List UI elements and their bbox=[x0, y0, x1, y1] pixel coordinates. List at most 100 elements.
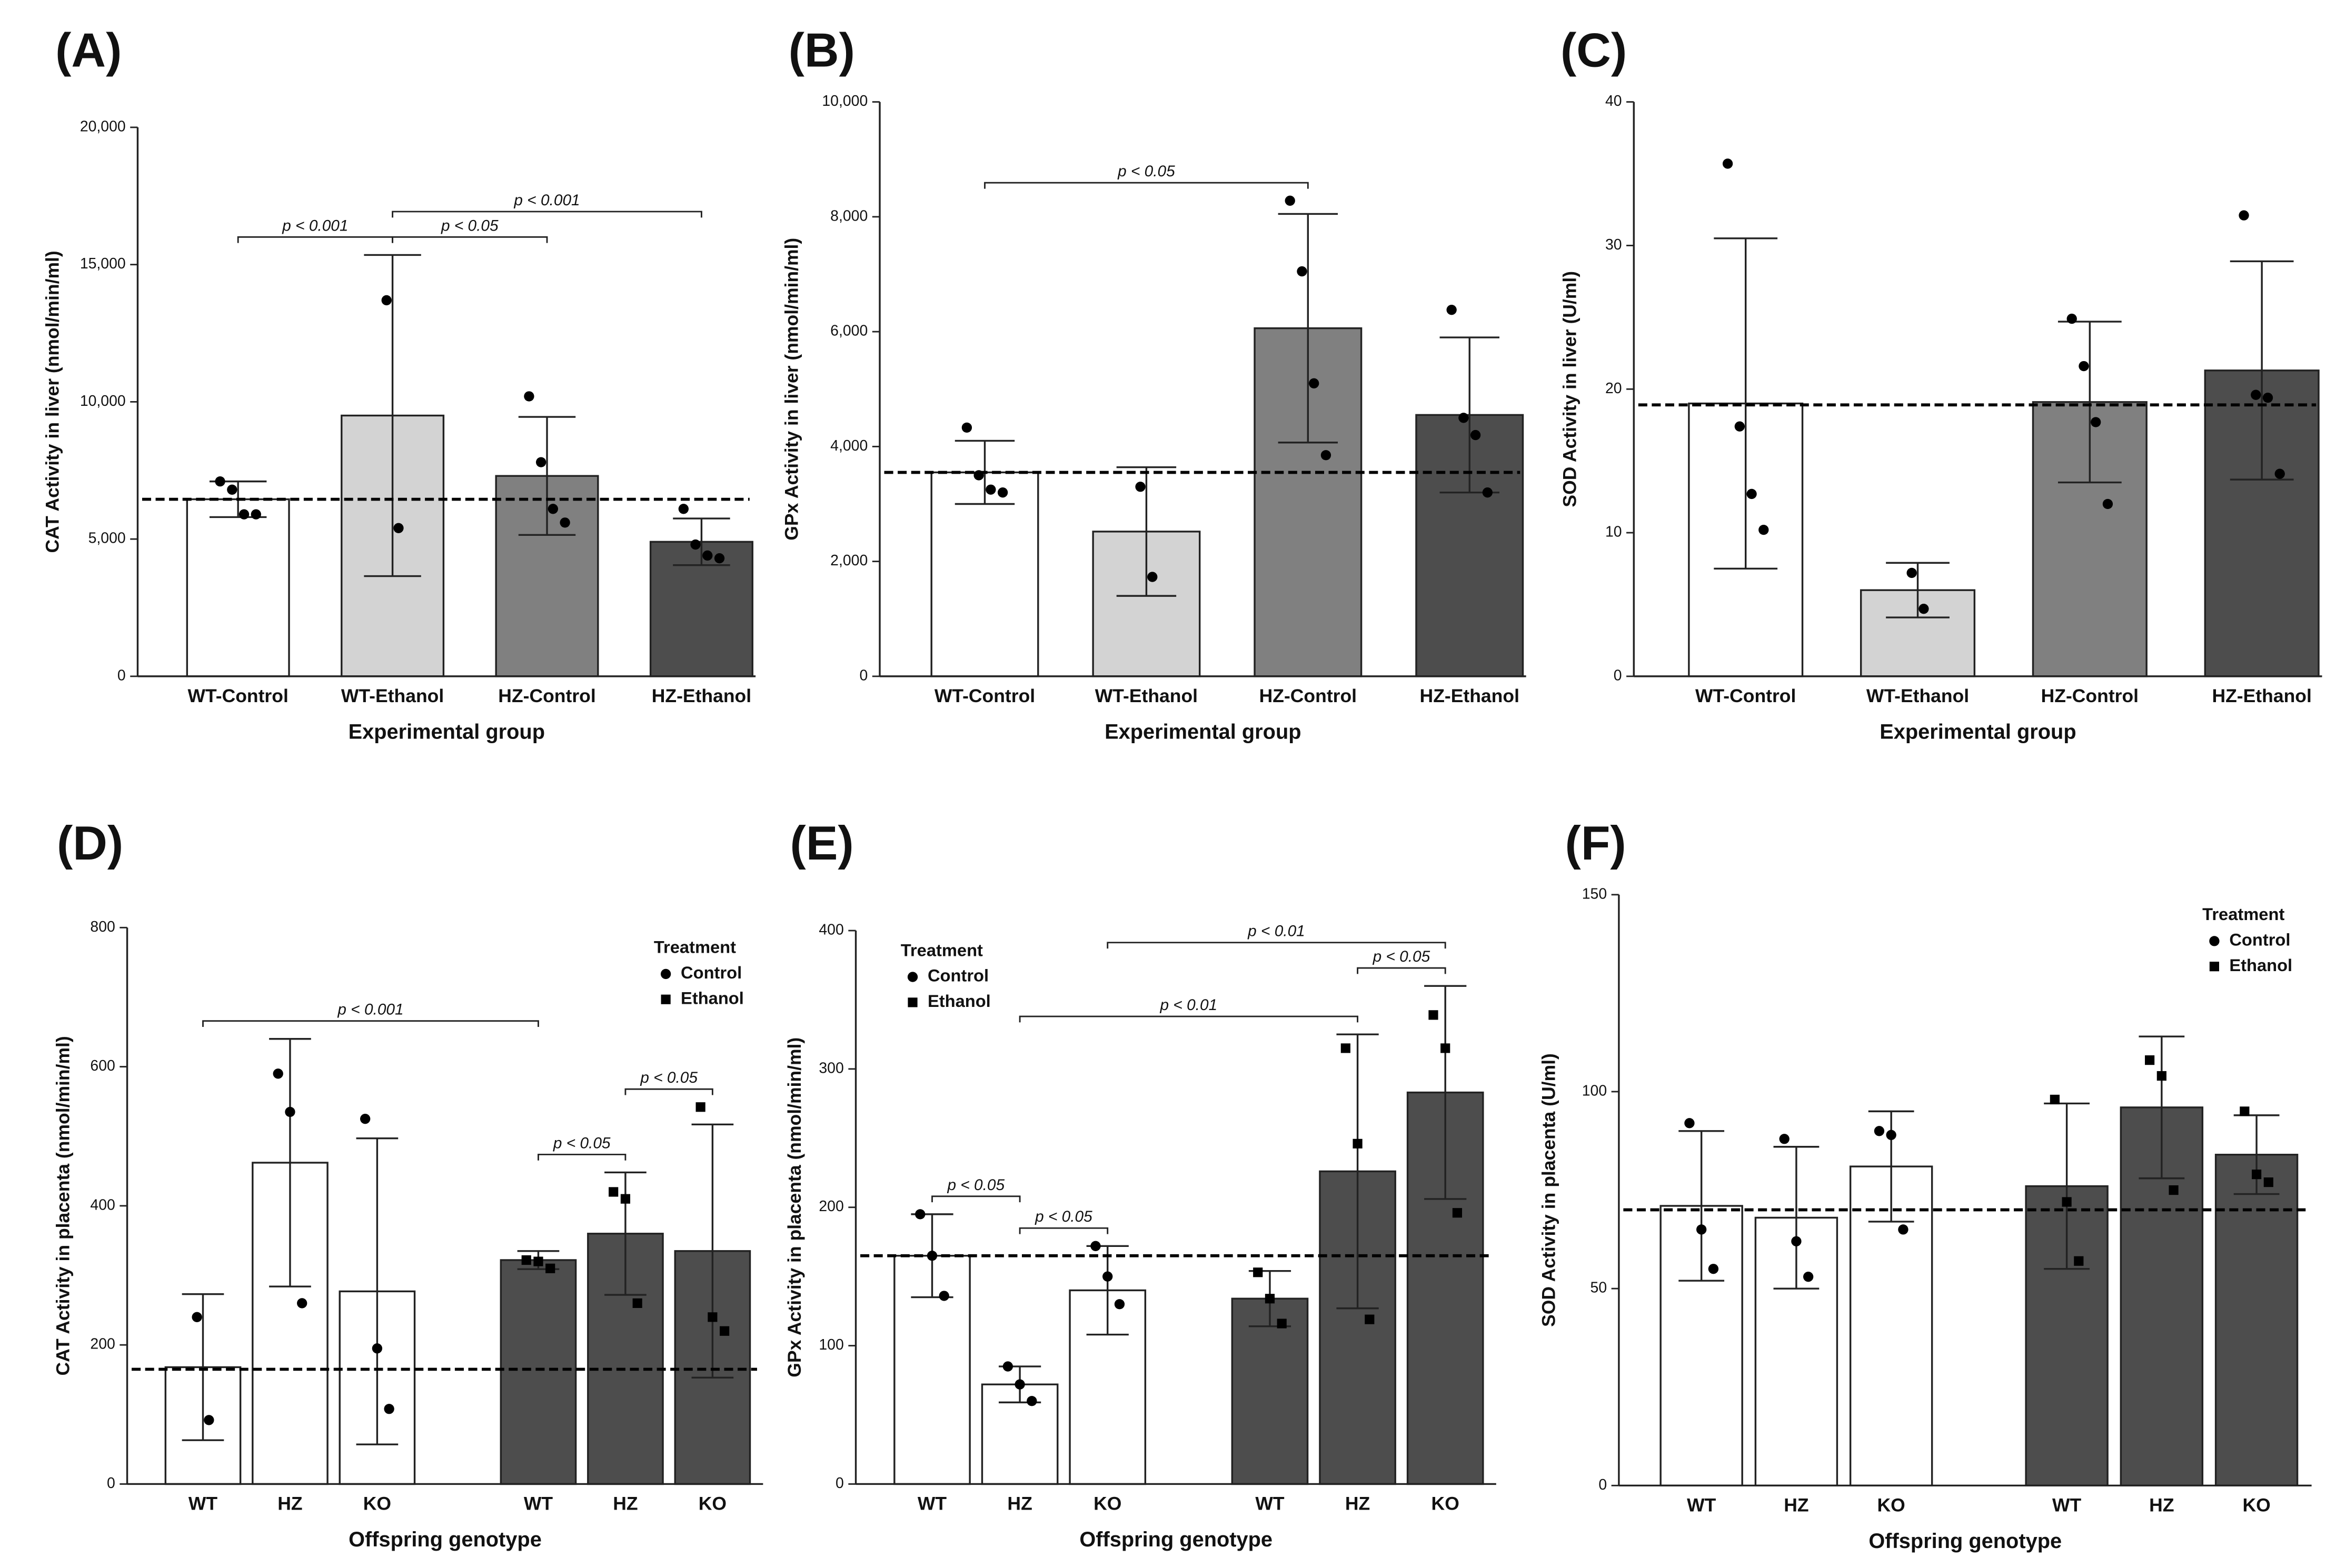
data-point bbox=[1758, 524, 1769, 535]
panel-label: (F) bbox=[1565, 817, 1626, 870]
y-tick-label: 600 bbox=[90, 1057, 115, 1074]
data-point bbox=[215, 476, 225, 487]
panel-label: (A) bbox=[55, 24, 122, 77]
data-point bbox=[2091, 417, 2101, 427]
significance-label: p < 0.05 bbox=[1117, 163, 1175, 180]
significance-label: p < 0.01 bbox=[1247, 923, 1305, 940]
significance-bracket bbox=[984, 182, 1309, 189]
legend-title: Treatment bbox=[2202, 904, 2284, 924]
y-tick-label: 100 bbox=[1582, 1082, 1607, 1099]
data-point bbox=[285, 1106, 295, 1117]
y-tick-label: 10,000 bbox=[822, 93, 868, 109]
data-point bbox=[2074, 1256, 2084, 1266]
x-tick-label: KO bbox=[363, 1493, 391, 1514]
significance-label: p < 0.05 bbox=[1035, 1208, 1092, 1225]
data-point bbox=[1898, 1224, 1908, 1235]
data-point bbox=[2050, 1094, 2060, 1105]
x-tick-label: WT-Control bbox=[187, 685, 288, 706]
x-axis-label: Offspring genotype bbox=[349, 1528, 542, 1551]
y-tick-label: 150 bbox=[1582, 885, 1607, 902]
data-point bbox=[1746, 488, 1757, 500]
y-tick-label: 0 bbox=[1614, 667, 1622, 684]
data-point bbox=[1027, 1396, 1037, 1406]
data-point bbox=[986, 484, 996, 495]
x-axis-label: Experimental group bbox=[1880, 720, 2076, 743]
data-point bbox=[2066, 313, 2077, 324]
data-point bbox=[720, 1326, 730, 1336]
data-point bbox=[238, 509, 250, 520]
x-tick-label: HZ bbox=[2149, 1494, 2174, 1515]
y-tick-label: 15,000 bbox=[80, 255, 126, 272]
data-point bbox=[204, 1415, 214, 1425]
y-tick-label: 0 bbox=[107, 1475, 115, 1492]
data-point bbox=[2156, 1071, 2166, 1081]
y-tick-label: 20 bbox=[1605, 380, 1622, 397]
error-bar bbox=[2230, 260, 2294, 481]
y-tick-label: 800 bbox=[90, 918, 115, 935]
data-point bbox=[620, 1194, 631, 1204]
error-bar bbox=[1773, 1146, 1820, 1290]
data-point bbox=[227, 484, 237, 495]
x-tick-label: KO bbox=[1432, 1493, 1459, 1514]
y-tick-label: 40 bbox=[1605, 93, 1622, 109]
y-axis-label: GPx Activity in placenta (nmol/min/ml) bbox=[784, 1037, 805, 1377]
data-point bbox=[1309, 378, 1319, 389]
x-tick-label: WT-Ethanol bbox=[1866, 685, 1969, 706]
error-bar bbox=[1116, 466, 1177, 597]
x-tick-label: WT bbox=[524, 1493, 553, 1514]
data-point bbox=[702, 550, 713, 561]
data-point bbox=[609, 1187, 619, 1197]
significance-label: p < 0.001 bbox=[282, 217, 348, 234]
error-bar bbox=[1278, 213, 1338, 444]
bar bbox=[186, 498, 290, 677]
legend-marker bbox=[908, 997, 918, 1007]
data-point bbox=[1482, 487, 1493, 498]
x-tick-label: HZ-Ethanol bbox=[652, 685, 751, 706]
data-point bbox=[997, 487, 1008, 498]
data-point bbox=[1734, 421, 1745, 432]
data-point bbox=[533, 1256, 543, 1266]
x-tick-label: HZ bbox=[277, 1493, 302, 1514]
y-tick-label: 2,000 bbox=[830, 552, 868, 569]
x-tick-label: WT-Control bbox=[935, 685, 1035, 706]
error-bar bbox=[518, 416, 576, 536]
data-point bbox=[1102, 1271, 1113, 1282]
y-tick-label: 5,000 bbox=[88, 530, 126, 547]
y-tick-label: 50 bbox=[1590, 1280, 1607, 1296]
data-point bbox=[1320, 450, 1331, 461]
significance-label: p < 0.05 bbox=[947, 1176, 1005, 1194]
data-point bbox=[1684, 1118, 1695, 1128]
data-point bbox=[632, 1298, 642, 1308]
legend-label: Control bbox=[928, 966, 989, 985]
legend-marker bbox=[2209, 936, 2220, 946]
significance-label: p < 0.05 bbox=[441, 217, 499, 234]
data-point bbox=[251, 509, 261, 520]
significance-label: p < 0.05 bbox=[640, 1069, 698, 1086]
x-tick-label: WT-Control bbox=[1695, 685, 1796, 706]
data-point bbox=[273, 1068, 283, 1079]
data-point bbox=[381, 295, 392, 306]
data-point bbox=[393, 523, 404, 533]
data-point bbox=[939, 1291, 949, 1301]
bar bbox=[981, 1383, 1059, 1485]
data-point bbox=[714, 553, 725, 564]
x-tick-label: WT-Ethanol bbox=[1095, 685, 1198, 706]
data-point bbox=[1297, 266, 1307, 277]
y-tick-label: 8,000 bbox=[830, 207, 868, 224]
data-point bbox=[1277, 1319, 1287, 1329]
data-point bbox=[708, 1312, 718, 1322]
significance-bracket bbox=[931, 1195, 1021, 1203]
data-point bbox=[1803, 1272, 1814, 1282]
data-point bbox=[1722, 158, 1733, 169]
significance-bracket bbox=[624, 1088, 713, 1095]
significance-label: p < 0.001 bbox=[337, 1001, 403, 1018]
data-point bbox=[1440, 1043, 1450, 1053]
y-axis-label: CAT Activity in liver (nmol/min/ml) bbox=[42, 251, 63, 553]
data-point bbox=[2252, 1170, 2262, 1180]
y-tick-label: 0 bbox=[1598, 1476, 1607, 1493]
panel-label: (D) bbox=[57, 817, 123, 870]
error-bar bbox=[182, 1293, 224, 1441]
significance-bracket bbox=[1357, 967, 1446, 974]
